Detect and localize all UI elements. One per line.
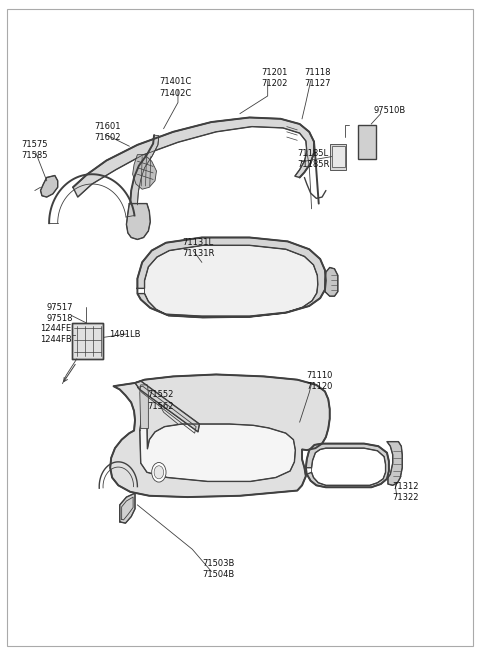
Circle shape — [152, 462, 166, 482]
Polygon shape — [144, 246, 318, 318]
Polygon shape — [306, 443, 389, 487]
Bar — [330, 143, 347, 170]
Text: 71401C
71402C: 71401C 71402C — [159, 77, 191, 98]
Text: 1244FE
1244FB: 1244FE 1244FB — [40, 324, 72, 344]
Polygon shape — [126, 204, 150, 240]
Polygon shape — [132, 155, 156, 189]
Polygon shape — [387, 441, 402, 485]
Polygon shape — [40, 176, 58, 197]
Bar — [332, 146, 345, 167]
Text: 71118
71127: 71118 71127 — [304, 68, 331, 88]
Text: 71503B
71504B: 71503B 71504B — [202, 559, 234, 579]
Text: 71575
71585: 71575 71585 — [22, 140, 48, 160]
Text: 97510B: 97510B — [373, 107, 406, 115]
Text: 71201
71202: 71201 71202 — [262, 68, 288, 88]
Polygon shape — [110, 375, 330, 497]
Polygon shape — [140, 385, 148, 428]
Text: 1491LB: 1491LB — [109, 329, 140, 339]
Text: 71601
71602: 71601 71602 — [95, 122, 121, 142]
Polygon shape — [73, 117, 314, 197]
Text: 71185L
71185R: 71185L 71185R — [297, 149, 330, 169]
Polygon shape — [135, 381, 199, 432]
Polygon shape — [140, 385, 295, 481]
Text: 71110
71120: 71110 71120 — [306, 371, 332, 391]
Text: 71552
71562: 71552 71562 — [147, 390, 173, 411]
Polygon shape — [72, 323, 103, 359]
Polygon shape — [137, 238, 326, 318]
Text: 71312
71322: 71312 71322 — [393, 482, 419, 502]
Text: 71131L
71131R: 71131L 71131R — [183, 238, 215, 258]
Polygon shape — [130, 135, 159, 205]
Circle shape — [154, 466, 164, 479]
Text: 97517
97518: 97517 97518 — [47, 303, 73, 323]
Polygon shape — [325, 267, 338, 296]
Bar — [359, 125, 376, 159]
Polygon shape — [120, 493, 135, 523]
